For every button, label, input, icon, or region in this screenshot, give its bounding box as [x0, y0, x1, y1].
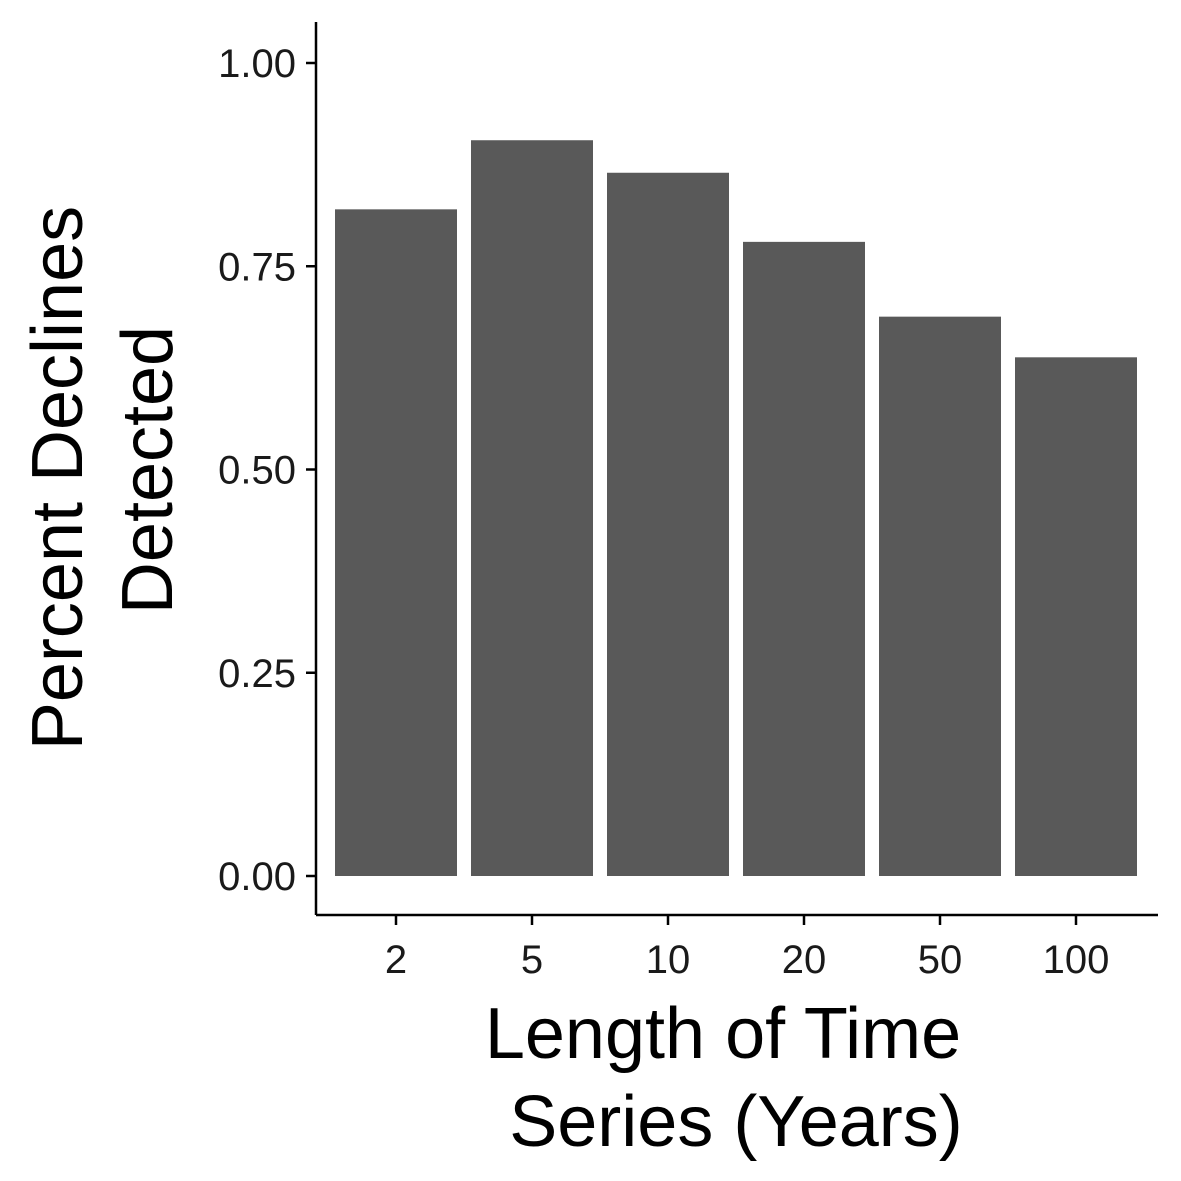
y-tick-label: 0.00: [218, 855, 296, 899]
bar-2: [335, 209, 457, 877]
bar-100: [1015, 357, 1137, 876]
x-axis-title-line-2: Series (Years): [509, 1082, 963, 1162]
y-tick-label: 0.25: [218, 652, 296, 696]
y-tick-label: 0.75: [218, 245, 296, 289]
x-tick-label: 50: [918, 938, 963, 982]
x-tick-label: 100: [1043, 938, 1110, 982]
x-axis-title-line-1: Length of Time: [485, 994, 961, 1074]
y-axis-title-line-2: Detected: [108, 326, 188, 614]
y-tick-label: 0.50: [218, 449, 296, 493]
y-tick-label: 1.00: [218, 42, 296, 86]
bar-50: [879, 316, 1001, 876]
x-tick-label: 10: [646, 938, 691, 982]
axis-titles: Length of Time Series (Years) Percent De…: [18, 206, 963, 1162]
bar-10: [607, 172, 729, 876]
x-tick-label: 2: [385, 938, 407, 982]
bar-5: [471, 140, 593, 877]
x-axis: 2 5 10 20 50 100: [316, 913, 1158, 982]
x-tick-label: 20: [782, 938, 827, 982]
y-axis: 0.00 0.25 0.50 0.75 1.00: [218, 22, 318, 915]
bars-group: [335, 140, 1137, 877]
bar-20: [743, 241, 865, 877]
x-tick-label: 5: [521, 938, 543, 982]
y-axis-title-line-1: Percent Declines: [18, 206, 98, 750]
